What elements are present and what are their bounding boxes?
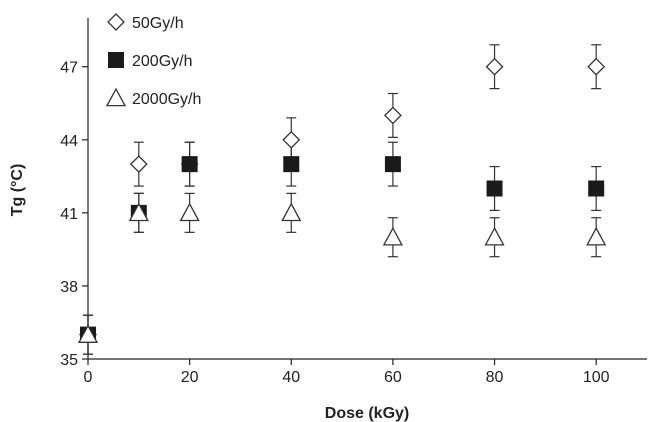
legend-label: 2000Gy/h [132,91,201,108]
data-points [77,57,607,344]
x-axis-title: Dose (kGy) [325,405,409,422]
data-point-square-filled [384,156,401,173]
data-point-triangle-open [281,202,302,222]
legend-marker-diamond-open [107,13,125,31]
y-tick-label: 38 [60,279,78,296]
legend-marker-square-filled [108,52,124,68]
data-point-triangle-open [586,226,607,246]
data-point-diamond-open [485,57,504,76]
ticks: 0 20 40 60 80 100 35 38 41 44 47 [60,60,609,386]
data-point-triangle-open [77,324,99,343]
y-axis-title: Tg (°C) [9,164,26,217]
y-tick-label: 44 [60,133,78,150]
data-point-square-filled [283,156,300,173]
legend-label: 50Gy/h [132,15,184,32]
y-tick-label: 47 [60,60,78,77]
legend: 50Gy/h 200Gy/h 2000Gy/h [105,13,201,108]
y-tick-label: 35 [60,352,78,369]
legend-marker-triangle-open [105,87,127,107]
data-point-square-filled [588,180,605,197]
data-point-square-filled [486,180,503,197]
data-point-triangle-open [179,202,200,222]
data-point-diamond-open [587,57,606,76]
y-tick-label: 41 [60,206,78,223]
data-point-diamond-open [383,106,402,125]
data-point-square-filled [181,156,198,173]
data-point-diamond-open [129,155,148,174]
data-point-triangle-open [484,226,505,246]
data-point-triangle-open [382,226,403,246]
data-point-diamond-open [282,130,301,149]
legend-label: 200Gy/h [132,53,192,70]
x-tick-label: 60 [384,369,402,386]
axes [87,18,647,360]
data-point-triangle-open [128,202,149,222]
x-tick-label: 40 [282,369,300,386]
x-tick-label: 0 [84,369,93,386]
x-tick-label: 100 [583,369,610,386]
x-tick-label: 80 [486,369,504,386]
x-tick-label: 20 [181,369,199,386]
